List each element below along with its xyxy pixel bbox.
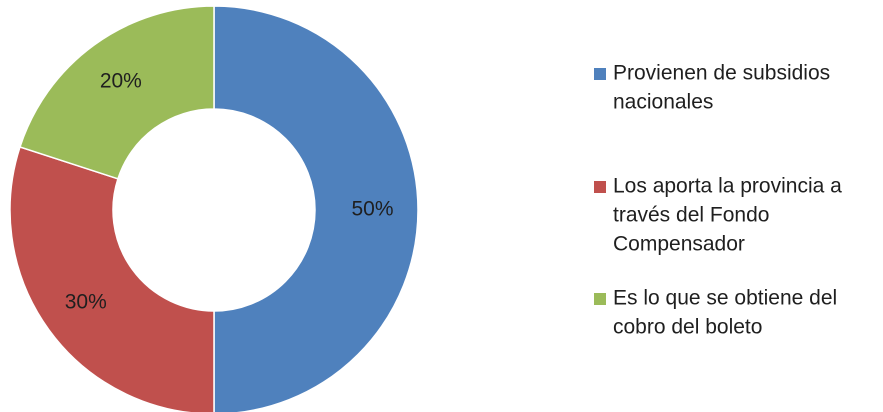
donut-slices bbox=[9, 5, 419, 412]
slice-2 bbox=[19, 5, 215, 180]
legend-line-2-1: cobro del boleto bbox=[613, 316, 762, 339]
legend-label-0: Provienen de subsidios nacionales bbox=[613, 62, 830, 114]
legend-line-1-1: través del Fondo bbox=[613, 204, 769, 227]
legend-marker-1 bbox=[594, 181, 606, 193]
legend: Provienen de subsidios nacionales Los apor… bbox=[594, 62, 842, 339]
legend-item-2: Es lo que se obtiene del cobro del boleto bbox=[594, 287, 837, 339]
legend-marker-0 bbox=[594, 68, 606, 80]
slice-1 bbox=[9, 146, 215, 412]
data-label-2: 20% bbox=[100, 69, 142, 92]
legend-line-1-2: Compensador bbox=[613, 233, 745, 256]
legend-item-0: Provienen de subsidios nacionales bbox=[594, 62, 830, 114]
legend-line-0-1: nacionales bbox=[613, 91, 713, 114]
legend-line-2-0: Es lo que se obtiene del bbox=[613, 287, 837, 310]
legend-line-1-0: Los aporta la provincia a bbox=[613, 175, 842, 198]
legend-marker-2 bbox=[594, 293, 606, 305]
data-label-1: 30% bbox=[65, 291, 107, 314]
legend-label-2: Es lo que se obtiene del cobro del boleto bbox=[613, 287, 837, 339]
legend-line-0-0: Provienen de subsidios bbox=[613, 62, 830, 85]
legend-label-1: Los aporta la provincia a través del Fond… bbox=[613, 175, 842, 256]
legend-item-1: Los aporta la provincia a través del Fond… bbox=[594, 175, 842, 256]
slice-0 bbox=[213, 5, 419, 412]
data-label-0: 50% bbox=[351, 198, 393, 221]
data-labels: 50% 30% 20% bbox=[65, 69, 394, 313]
